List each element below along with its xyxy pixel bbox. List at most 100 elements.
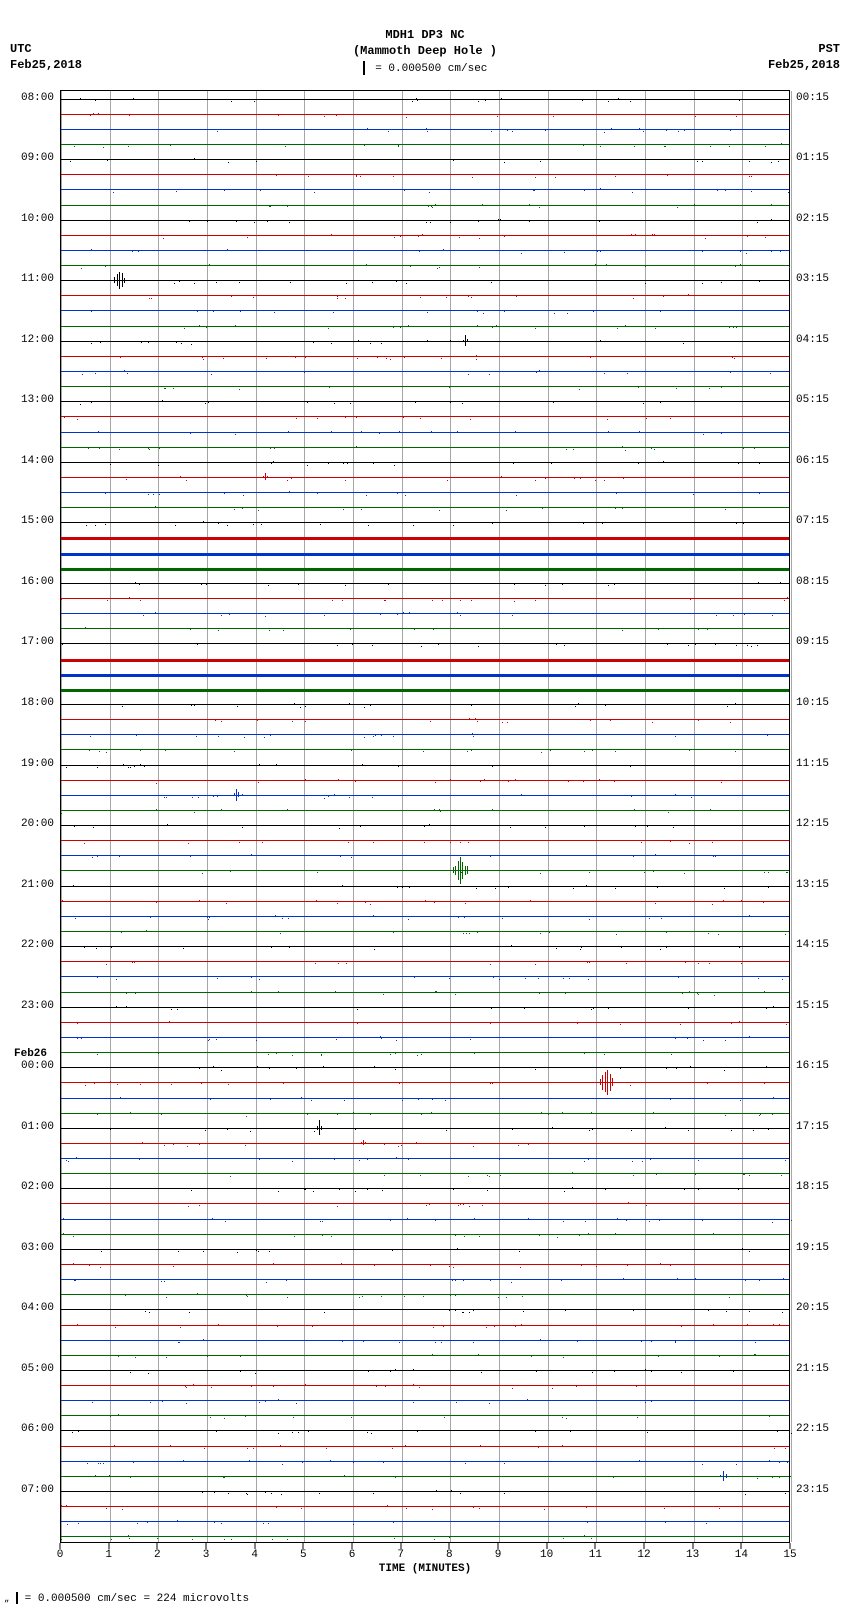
x-tick-label: 2: [154, 1549, 161, 1561]
tz-left-date: Feb25,2018: [10, 58, 82, 74]
pst-hour-label: 18:15: [796, 1181, 836, 1193]
x-tick-label: 11: [589, 1549, 602, 1561]
utc-hour-label: 22:00: [14, 939, 54, 951]
seismic-trace: [61, 643, 789, 645]
seismic-trace: [61, 280, 789, 282]
plot-area: [60, 90, 790, 1543]
seismic-trace: [61, 295, 789, 297]
pst-hour-label: 23:15: [796, 1484, 836, 1496]
pst-hour-label: 16:15: [796, 1060, 836, 1072]
x-tick-mark: [303, 1543, 304, 1549]
pst-hour-label: 20:15: [796, 1302, 836, 1314]
x-tick-mark: [157, 1543, 158, 1549]
seismic-trace: [61, 250, 789, 252]
seismic-trace: [61, 1521, 789, 1523]
x-tick-label: 10: [540, 1549, 553, 1561]
seismic-trace: [61, 1173, 789, 1175]
seismic-trace: [61, 220, 789, 222]
seismic-trace: [61, 416, 789, 418]
seismic-trace: [61, 1355, 789, 1357]
utc-hour-label: 09:00: [14, 152, 54, 164]
seismic-trace: [61, 477, 789, 479]
pst-hour-label: 14:15: [796, 939, 836, 951]
x-tick-label: 7: [397, 1549, 404, 1561]
x-tick-mark: [498, 1543, 499, 1549]
seismic-trace: [61, 1067, 789, 1069]
x-tick-mark: [60, 1543, 61, 1549]
utc-hour-label: 18:00: [14, 697, 54, 709]
seismic-trace: [61, 976, 789, 978]
pst-hour-label: 07:15: [796, 515, 836, 527]
x-tick-label: 3: [203, 1549, 210, 1561]
seismic-trace: [61, 1264, 789, 1266]
x-tick-mark: [400, 1543, 401, 1549]
utc-hour-label: 03:00: [14, 1242, 54, 1254]
utc-hour-label: 17:00: [14, 636, 54, 648]
seismic-trace: [61, 356, 789, 358]
seismic-trace: [61, 795, 789, 797]
seismic-trace: [61, 1446, 789, 1448]
seismic-trace: [61, 765, 789, 767]
seismic-trace: [61, 704, 789, 706]
seismic-trace: [61, 870, 789, 872]
seismic-trace: [61, 1370, 789, 1372]
x-tick-label: 4: [251, 1549, 258, 1561]
utc-hour-label: 02:00: [14, 1181, 54, 1193]
pst-hour-label: 21:15: [796, 1363, 836, 1375]
seismic-trace: [61, 341, 789, 343]
x-tick-label: 8: [446, 1549, 453, 1561]
seismic-trace: [61, 659, 789, 662]
footer-value: = 0.000500 cm/sec = 224 microvolts: [25, 1593, 249, 1605]
pst-hour-label: 09:15: [796, 636, 836, 648]
seismic-trace: [61, 901, 789, 903]
x-tick-mark: [790, 1543, 791, 1549]
seismic-trace: [61, 946, 789, 948]
chart-header: MDH1 DP3 NC (Mammoth Deep Hole ): [0, 0, 850, 59]
seismic-trace: [61, 326, 789, 328]
seismic-trace: [61, 235, 789, 237]
x-tick-mark: [108, 1543, 109, 1549]
seismic-trace: [61, 1506, 789, 1508]
utc-hour-label: 16:00: [14, 576, 54, 588]
scale-legend: = 0.000500 cm/sec: [0, 61, 850, 75]
seismic-trace: [61, 522, 789, 524]
seismic-trace: [61, 1128, 789, 1130]
seismic-trace: [61, 613, 789, 615]
seismic-trace: [61, 174, 789, 176]
x-tick-mark: [595, 1543, 596, 1549]
seismic-trace: [61, 583, 789, 585]
seismic-trace: [61, 855, 789, 857]
seismic-trace: [61, 1203, 789, 1205]
pst-hour-label: 03:15: [796, 273, 836, 285]
pst-hour-label: 02:15: [796, 213, 836, 225]
seismic-trace: [61, 825, 789, 827]
utc-hour-label: 13:00: [14, 394, 54, 406]
seismic-trace: [61, 1415, 789, 1417]
seismic-trace: [61, 628, 789, 630]
date-break-label: Feb26: [14, 1048, 47, 1060]
utc-hour-label: 19:00: [14, 758, 54, 770]
seismic-trace: [61, 310, 789, 312]
seismic-trace: [61, 189, 789, 191]
x-tick-mark: [644, 1543, 645, 1549]
seismic-trace: [61, 992, 789, 994]
seismic-trace: [61, 447, 789, 449]
seismic-trace: [61, 674, 789, 677]
x-tick-label: 12: [637, 1549, 650, 1561]
x-axis-label: TIME (MINUTES): [0, 1563, 850, 1575]
pst-hour-label: 06:15: [796, 455, 836, 467]
seismic-trace: [61, 1143, 789, 1145]
utc-hour-label: 01:00: [14, 1121, 54, 1133]
seismic-trace: [61, 1158, 789, 1160]
seismic-trace: [61, 1385, 789, 1387]
seismic-trace: [61, 553, 789, 556]
seismic-trace: [61, 1491, 789, 1493]
seismic-trace: [61, 1113, 789, 1115]
pst-hour-label: 12:15: [796, 818, 836, 830]
seismic-trace: [61, 1188, 789, 1190]
seismic-trace: [61, 961, 789, 963]
seismic-trace: [61, 1400, 789, 1402]
x-tick-label: 6: [349, 1549, 356, 1561]
title-line1: MDH1 DP3 NC: [0, 28, 850, 44]
x-tick-mark: [206, 1543, 207, 1549]
